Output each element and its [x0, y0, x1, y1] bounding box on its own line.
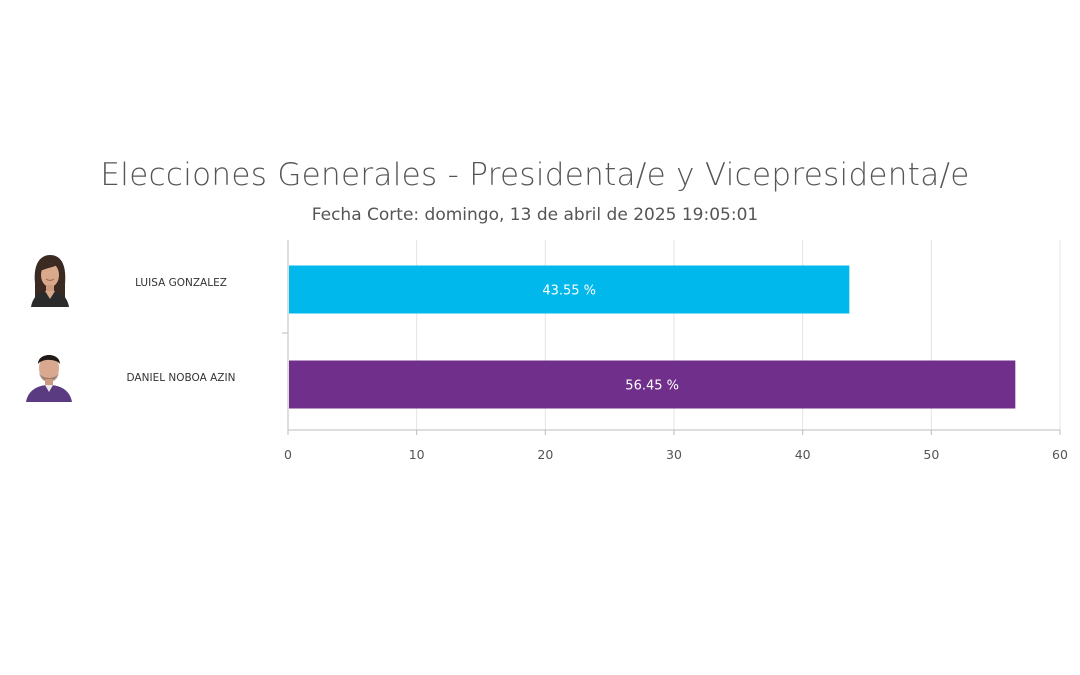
- axes: 0 10 20 30 40 50 60: [282, 240, 1068, 462]
- candidate-name-luisa-gonzalez: LUISA GONZALEZ: [135, 277, 227, 289]
- chart-subtitle: Fecha Corte: domingo, 13 de abril de 202…: [311, 205, 759, 225]
- candidate-name-daniel-noboa: DANIEL NOBOA AZIN: [126, 372, 236, 384]
- man-portrait-icon: [24, 346, 74, 402]
- avatar-daniel-noboa: [24, 346, 74, 406]
- chart-title: Elecciones Generales - Presidenta/e y Vi…: [100, 157, 970, 193]
- woman-portrait-icon: [27, 253, 73, 307]
- tick-label-x-0: 0: [284, 447, 292, 462]
- bar-daniel-noboa-azin: [289, 360, 1016, 409]
- tick-label-x-10: 10: [409, 447, 425, 462]
- tick-label-x-30: 30: [666, 447, 682, 462]
- bar-luisa-gonzalez: [289, 265, 850, 314]
- bars: 43.55 % 56.45 %: [289, 265, 1016, 409]
- tick-label-x-60: 60: [1052, 447, 1068, 462]
- tick-label-x-40: 40: [795, 447, 811, 462]
- tick-label-x-20: 20: [537, 447, 553, 462]
- data-label-daniel-noboa-azin: 56.45 %: [625, 379, 679, 394]
- tick-label-x-50: 50: [923, 447, 939, 462]
- data-label-luisa-gonzalez: 43.55 %: [542, 284, 596, 299]
- avatar-luisa-gonzalez: [27, 253, 73, 311]
